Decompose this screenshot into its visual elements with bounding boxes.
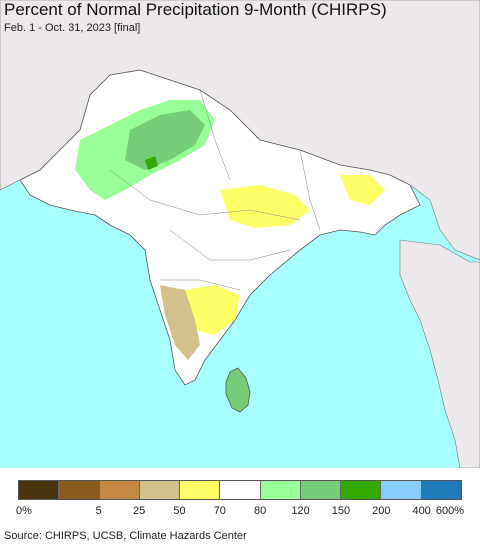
legend-ticks: 0% 5 25 50 70 80 120 150 200 400 600% bbox=[0, 505, 480, 519]
legend-tick-label: 120 bbox=[291, 505, 310, 517]
dry-area-northeast bbox=[340, 175, 385, 205]
legend-swatch bbox=[139, 481, 181, 499]
legend-swatch bbox=[220, 481, 261, 499]
legend-tick-label: 600% bbox=[435, 505, 465, 517]
legend-tick-label: 150 bbox=[331, 505, 351, 517]
legend-tick-label: 5 bbox=[95, 505, 102, 517]
map-title: Percent of Normal Precipitation 9-Month … bbox=[4, 0, 387, 19]
legend-tick-label: 80 bbox=[254, 505, 267, 517]
color-legend bbox=[18, 480, 462, 500]
legend-swatch bbox=[19, 481, 60, 499]
internal-borders bbox=[109, 89, 321, 291]
legend-swatch bbox=[260, 481, 301, 499]
legend-swatch bbox=[99, 481, 140, 499]
very-wet-area-north bbox=[125, 110, 205, 170]
legend-tick-label: 70 bbox=[213, 505, 226, 517]
map-subtitle: Feb. 1 - Oct. 31, 2023 [final] bbox=[4, 22, 141, 34]
dry-area-south bbox=[185, 285, 240, 335]
legend-tick-label: 200 bbox=[372, 505, 391, 517]
legend-swatch bbox=[300, 481, 342, 499]
legend-tick-label: 50 bbox=[173, 505, 186, 517]
precipitation-map bbox=[0, 0, 480, 468]
legend-swatch bbox=[381, 481, 422, 499]
legend-tick-label: 25 bbox=[132, 505, 146, 517]
sri-lanka bbox=[225, 367, 251, 413]
legend-swatch bbox=[59, 481, 100, 499]
source-credit: Source: CHIRPS, UCSB, Climate Hazards Ce… bbox=[4, 530, 247, 542]
outside-land-east bbox=[399, 239, 480, 468]
extreme-wet-spot bbox=[145, 156, 158, 170]
legend-tick-label: 0% bbox=[16, 505, 32, 517]
very-dry-area-deccan bbox=[160, 285, 200, 360]
legend-swatch bbox=[180, 481, 221, 499]
legend-swatch bbox=[421, 481, 461, 499]
legend-tick-label: 400 bbox=[412, 505, 431, 517]
legend-swatch bbox=[341, 481, 382, 499]
